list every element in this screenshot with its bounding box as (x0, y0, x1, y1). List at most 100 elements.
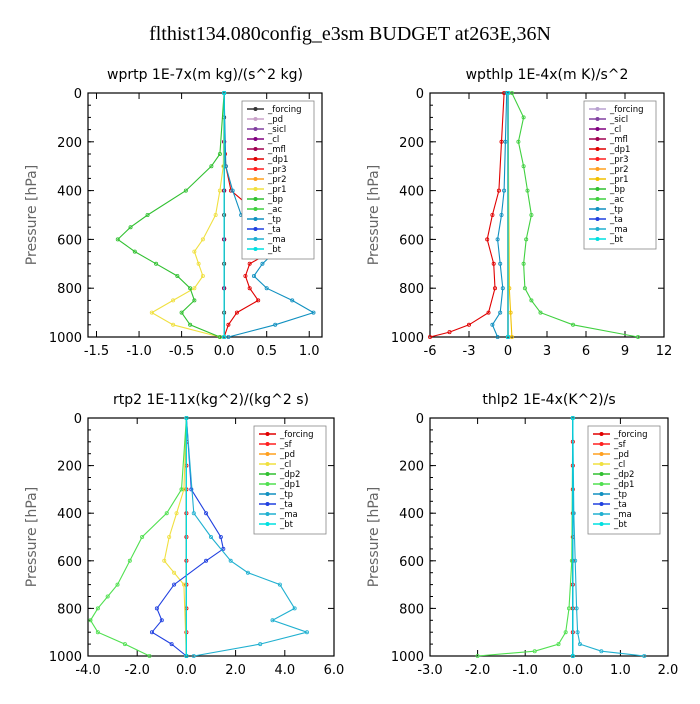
data-point (499, 212, 504, 217)
data-point (174, 511, 179, 516)
legend-marker (253, 137, 258, 141)
y-axis-label: Pressure [hPa] (366, 165, 382, 265)
data-point (147, 654, 152, 659)
y-tick-label: 800 (57, 282, 82, 297)
legend-label: _cl (279, 460, 291, 470)
data-point (105, 594, 110, 599)
data-point (200, 237, 205, 242)
data-point (524, 237, 529, 242)
series-line-dp1 (477, 417, 574, 657)
legend-label: _ma (613, 510, 632, 520)
x-tick-label: 1.0 (610, 663, 631, 678)
series-line-pr1 (507, 92, 513, 338)
data-point (217, 334, 222, 339)
legend-marker (265, 512, 270, 516)
data-point (172, 570, 177, 575)
data-point (503, 139, 508, 144)
data-point (217, 188, 222, 193)
legend-label: _forcing (609, 105, 644, 115)
data-point (495, 334, 500, 339)
data-point (495, 237, 500, 242)
data-point (247, 286, 252, 291)
y-tick-label: 800 (57, 602, 82, 617)
legend-label: _pd (267, 115, 283, 125)
x-tick-label: 0.5 (256, 344, 277, 359)
data-point (502, 91, 507, 96)
data-point (179, 310, 184, 315)
legend-marker (265, 502, 270, 506)
legend-marker (253, 157, 258, 161)
legend-marker (599, 492, 604, 496)
data-point (245, 570, 250, 575)
legend-label: _tp (267, 215, 281, 225)
data-point (258, 642, 263, 647)
data-point (311, 310, 316, 315)
legend-marker (599, 472, 604, 476)
data-point (270, 618, 275, 623)
data-point (222, 334, 227, 339)
data-point (208, 535, 213, 540)
data-point (204, 558, 209, 563)
data-point (505, 91, 510, 96)
y-tick-label: 800 (399, 282, 424, 297)
data-point (191, 511, 196, 516)
legend-label: _dp1 (613, 480, 634, 490)
series-line-tp (491, 92, 508, 338)
data-point (149, 310, 154, 315)
legend-marker (599, 442, 604, 446)
y-tick-label: 200 (399, 136, 424, 151)
data-point (175, 273, 180, 278)
data-point (183, 188, 188, 193)
legend-label: _dp1 (279, 480, 300, 490)
data-point (292, 606, 297, 611)
legend-label: _tp (613, 490, 627, 500)
legend-marker (595, 237, 600, 241)
data-point (516, 139, 521, 144)
legend-marker (265, 522, 270, 526)
legend-label: _bp (267, 195, 283, 205)
data-point (221, 164, 226, 169)
chart-panel-3: rtp2 1E-11x(kg^2)/(kg^2 s) Pressure [hPa]… (24, 392, 344, 678)
data-point (522, 286, 527, 291)
data-point (217, 151, 222, 156)
data-point (486, 310, 491, 315)
data-point (192, 249, 197, 254)
data-point (128, 225, 133, 230)
data-point (159, 618, 164, 623)
data-point (162, 558, 167, 563)
x-tick-label: -6 (424, 344, 437, 359)
legend-marker (265, 462, 270, 466)
y-tick-label: 1000 (49, 650, 82, 665)
data-point (505, 334, 510, 339)
data-point (196, 261, 201, 266)
series-line-ma (572, 417, 645, 657)
legend-marker (253, 227, 258, 231)
data-point (154, 261, 159, 266)
data-point (167, 535, 172, 540)
panel-title: rtp2 1E-11x(kg^2)/(kg^2 s) (113, 392, 309, 408)
data-point (200, 273, 205, 278)
legend-marker (599, 512, 604, 516)
data-point (636, 334, 641, 339)
legend-label: _mfl (609, 135, 628, 145)
data-point (181, 582, 186, 587)
data-point (188, 322, 193, 327)
x-tick-label: 4.0 (274, 663, 295, 678)
legend-label: _forcing (267, 105, 302, 115)
y-tick-label: 400 (57, 185, 82, 200)
y-tick-label: 0 (416, 412, 424, 427)
data-point (496, 188, 501, 193)
data-point (571, 511, 576, 516)
legend-label: _ma (267, 235, 286, 245)
data-point (521, 115, 526, 120)
series-line-cl (163, 417, 187, 657)
y-tick-label: 400 (57, 507, 82, 522)
data-point (447, 330, 452, 335)
legend-label: _pd (279, 450, 295, 460)
data-point (122, 642, 127, 647)
legend-label: _ta (279, 500, 293, 510)
legend-marker (595, 217, 600, 221)
legend-label: _ma (609, 225, 628, 235)
y-tick-label: 0 (416, 87, 424, 102)
